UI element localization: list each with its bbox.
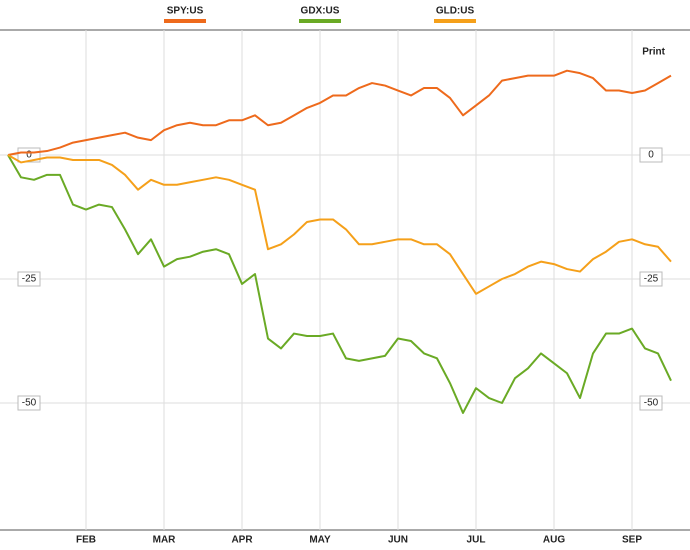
y-tick-box: [639, 395, 663, 411]
legend-label: GLD:US: [436, 6, 475, 17]
legend-label: SPY:US: [167, 6, 204, 17]
legend-swatch: [434, 19, 476, 23]
legend-label: GDX:US: [301, 6, 340, 17]
x-tick-label: APR: [231, 535, 253, 546]
y-tick-box: [639, 147, 663, 163]
x-tick-label: MAY: [309, 535, 331, 546]
series-line: [7, 69, 672, 156]
series-line: [7, 154, 672, 414]
y-tick-label: 0: [26, 150, 32, 161]
series-line: [7, 154, 672, 295]
y-tick-box: [17, 395, 41, 411]
print-button[interactable]: Print: [642, 47, 665, 58]
y-tick-box: [17, 271, 41, 287]
x-tick-label: JUN: [388, 535, 408, 546]
y-tick-box: [639, 271, 663, 287]
y-tick-label: -50: [644, 398, 659, 409]
x-tick-label: SEP: [622, 535, 642, 546]
x-tick-label: JUL: [467, 535, 486, 546]
x-tick-label: MAR: [153, 535, 177, 546]
y-tick-label: 0: [648, 150, 654, 161]
x-tick-label: FEB: [76, 535, 96, 546]
y-tick-label: -25: [644, 274, 659, 285]
y-tick-label: -25: [22, 274, 37, 285]
legend-swatch: [164, 19, 206, 23]
x-tick-label: AUG: [543, 535, 565, 546]
legend-swatch: [299, 19, 341, 23]
y-tick-label: -50: [22, 398, 37, 409]
